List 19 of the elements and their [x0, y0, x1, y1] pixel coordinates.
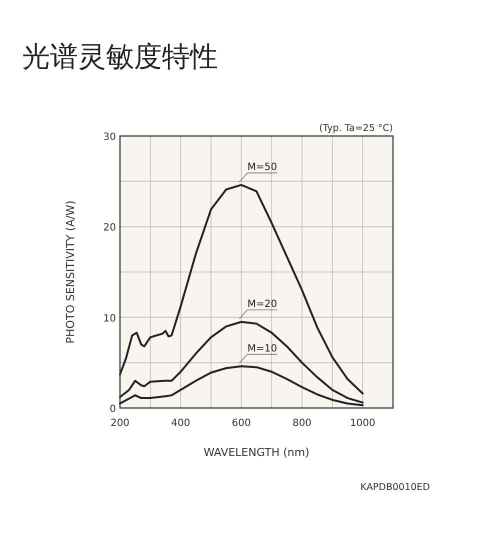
y-tick-label: 0	[110, 404, 116, 415]
line-series	[119, 320, 364, 404]
series-label: M=50	[247, 162, 278, 173]
series-label: M=20	[247, 298, 278, 310]
series-label: M=10	[247, 343, 278, 354]
y-tick-label: 30	[103, 132, 116, 143]
x-axis-title: WAVELENGTH (nm)	[204, 446, 310, 459]
x-tick-label: 800	[292, 418, 312, 429]
x-tick-label: 1000	[350, 418, 376, 429]
y-tick-label: 10	[103, 313, 116, 324]
x-tick-label: 400	[171, 418, 190, 429]
y-tick-label: 20	[103, 222, 116, 234]
x-tick-label: 200	[110, 418, 130, 429]
line-series	[119, 184, 364, 394]
text: KAPDB0010ED	[360, 482, 430, 493]
text: (Typ. Ta=25 °C)	[319, 123, 393, 134]
x-tick-label: 600	[232, 418, 251, 429]
chart-title: 光谱灵敏度特性	[22, 40, 218, 73]
y-axis-title: PHOTO SENSITIVITY (A/W)	[64, 200, 77, 344]
